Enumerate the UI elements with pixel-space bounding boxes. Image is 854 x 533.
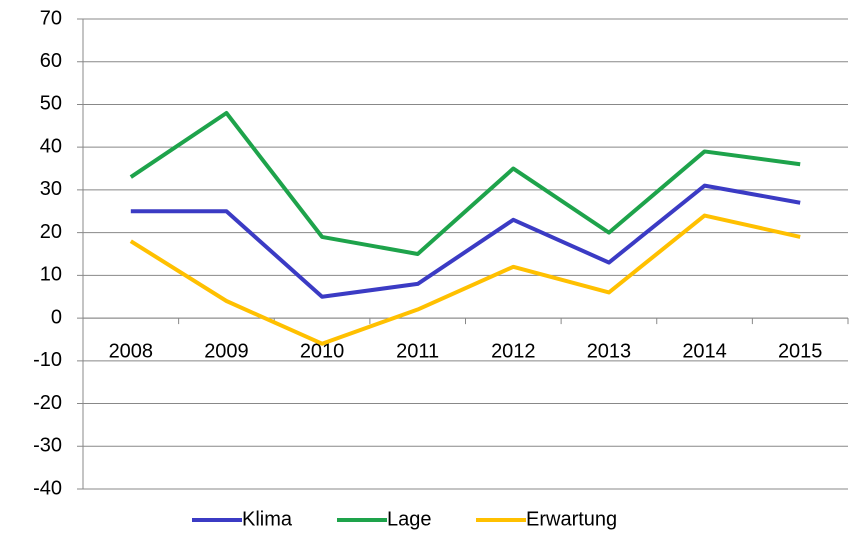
series-line	[129, 213, 801, 346]
y-tick-label: 20	[40, 221, 62, 243]
series-line	[129, 111, 801, 256]
y-tick-label: -20	[33, 392, 62, 414]
y-tick-label: 40	[40, 135, 62, 157]
series-line	[130, 183, 801, 299]
y-tick-label: -40	[33, 477, 62, 499]
x-tick-label: 2015	[778, 340, 823, 362]
legend-label: Klima	[242, 508, 293, 530]
x-tick-label: 2008	[109, 340, 154, 362]
y-tick-label: 10	[40, 264, 62, 286]
y-tick-label: -30	[33, 435, 62, 457]
legend-label: Lage	[387, 508, 432, 530]
x-tick-label: 2011	[396, 340, 439, 362]
legend-label: Erwartung	[526, 508, 617, 530]
y-tick-label: -10	[33, 349, 62, 371]
y-tick-label: 30	[40, 178, 62, 200]
y-tick-label: 0	[51, 306, 62, 328]
y-tick-label: 70	[40, 7, 62, 29]
x-tick-label: 2014	[682, 340, 727, 362]
x-tick-label: 2013	[587, 340, 632, 362]
y-tick-label: 60	[40, 50, 62, 72]
x-tick-label: 2010	[300, 340, 345, 362]
x-tick-label: 2009	[204, 340, 249, 362]
x-tick-label: 2012	[491, 340, 536, 362]
y-tick-label: 50	[40, 93, 62, 115]
